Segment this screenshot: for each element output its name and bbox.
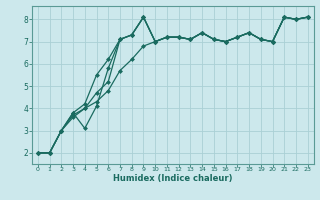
X-axis label: Humidex (Indice chaleur): Humidex (Indice chaleur) [113,174,233,183]
